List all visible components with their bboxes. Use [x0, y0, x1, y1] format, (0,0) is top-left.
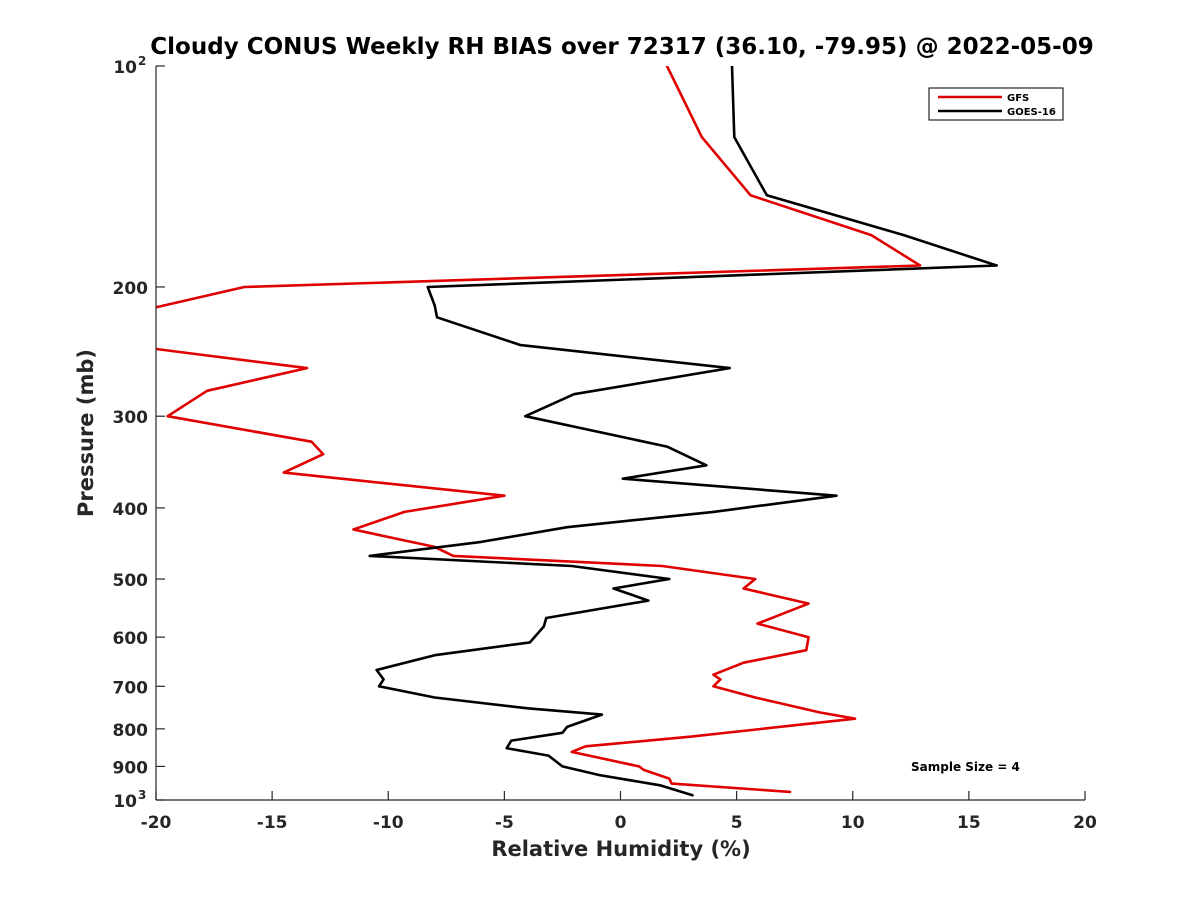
y-tick-label: 200 — [113, 279, 149, 299]
x-axis-label: Relative Humidity (%) — [491, 837, 750, 861]
y-tick-label: 300 — [113, 408, 149, 428]
series-line-gfs — [156, 66, 922, 794]
y-axis-label: Pressure (mb) — [74, 349, 98, 517]
y-tick-exponent: 3 — [138, 788, 146, 802]
x-tick-label: -20 — [141, 813, 172, 833]
x-tick-label: 5 — [731, 813, 743, 833]
y-tick-label: 10 — [113, 58, 137, 78]
x-tick-label: -5 — [495, 813, 514, 833]
chart-title: Cloudy CONUS Weekly RH BIAS over 72317 (… — [150, 34, 1093, 60]
legend: GFS GOES-16 — [928, 87, 1064, 121]
x-tick-label: -15 — [257, 813, 288, 833]
series-line-goes16 — [368, 66, 999, 797]
y-tick-label: 400 — [113, 500, 149, 520]
x-tick-label: -10 — [373, 813, 404, 833]
sample-size-annotation: Sample Size = 4 — [911, 760, 1020, 774]
series-layer — [156, 66, 999, 797]
x-tick-label: 20 — [1073, 813, 1097, 833]
y-tick-exponent: 2 — [138, 54, 146, 68]
legend-box — [928, 87, 1064, 121]
x-tick-label: 0 — [615, 813, 627, 833]
legend-label-gfs: GFS — [1007, 93, 1029, 104]
x-tick-label: 15 — [957, 813, 981, 833]
y-tick-label: 800 — [113, 721, 149, 741]
x-tick-label: 10 — [841, 813, 865, 833]
y-tick-label: 500 — [113, 571, 149, 591]
legend-label-goes16: GOES-16 — [1007, 107, 1056, 118]
y-tick-label: 700 — [113, 678, 149, 698]
y-tick-label: 900 — [113, 758, 149, 778]
y-tick-label: 10 — [113, 792, 137, 812]
y-tick-label: 600 — [113, 629, 149, 649]
